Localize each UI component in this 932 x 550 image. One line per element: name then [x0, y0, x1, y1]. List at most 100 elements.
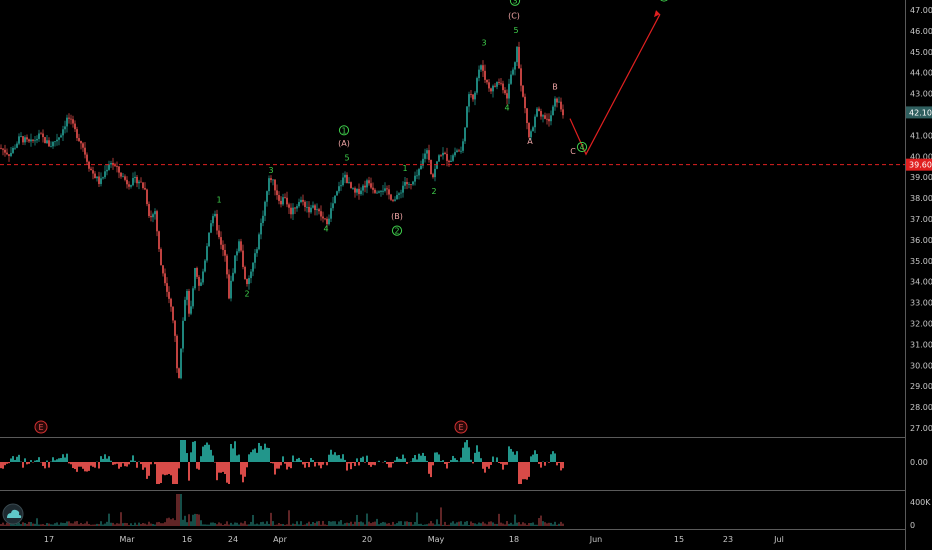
volume-bar: [62, 522, 64, 526]
candle-body: [86, 154, 88, 162]
price-tick-label: 35.00: [910, 257, 932, 266]
price-badges: 42.10 39.60: [906, 106, 932, 171]
price-tick-label: 30.00: [910, 361, 932, 370]
price-tick-label: 36.00: [910, 236, 932, 245]
volume-bar: [228, 524, 230, 526]
candle-body: [6, 152, 8, 155]
candle-body: [426, 150, 428, 154]
candle-body: [302, 199, 304, 202]
time-tick-label: 18: [509, 535, 519, 544]
price-tick-label: 38.00: [910, 194, 932, 203]
earnings-event-label: E: [38, 423, 43, 432]
candle-body: [414, 175, 416, 182]
forecast-path[interactable]: [569, 13, 661, 156]
volume-bar: [318, 521, 320, 526]
candle-body: [380, 191, 382, 192]
candle-body: [264, 201, 266, 216]
volume-bar: [382, 521, 384, 526]
candle-body: [306, 206, 308, 208]
oscillator-bar: [158, 462, 160, 484]
candle-body: [450, 160, 452, 162]
price-axis[interactable]: 47.0046.0045.0044.0043.0042.0041.0040.00…: [910, 6, 932, 433]
candle-body: [42, 133, 44, 138]
earnings-event-marker[interactable]: [454, 420, 468, 434]
earnings-event-marker[interactable]: [34, 420, 48, 434]
oscillator-bar: [354, 462, 356, 467]
oscillator-bar: [68, 462, 70, 464]
volume-bar: [372, 522, 374, 526]
candle-body: [420, 165, 422, 170]
oscillator-bar: [462, 447, 464, 462]
oscillator-bar: [260, 445, 262, 462]
candle-body: [472, 94, 474, 100]
oscillator-bar: [166, 462, 168, 475]
oscillator-bar: [244, 462, 246, 477]
volume-bar: [174, 520, 176, 526]
volume-bar: [278, 523, 280, 526]
oscillator-bar: [98, 462, 100, 469]
oscillator-bar: [178, 462, 180, 469]
candle-body: [18, 136, 20, 144]
oscillator-bar: [454, 458, 456, 462]
oscillator-bar: [286, 462, 288, 470]
candle-body: [188, 290, 190, 314]
candle-body: [464, 127, 466, 142]
oscillator-bar: [470, 459, 472, 462]
oscillator-bar: [504, 462, 506, 465]
candle-body: [78, 138, 80, 141]
oscillator-bar: [312, 460, 314, 462]
volume-bar: [404, 521, 406, 526]
volume-bar: [66, 521, 68, 526]
candle-body: [540, 111, 542, 117]
volume-bar: [80, 522, 82, 526]
candle-body: [70, 118, 72, 120]
volume-bar: [24, 523, 26, 526]
candle-body: [310, 207, 312, 213]
oscillator-bar: [310, 457, 312, 462]
candle-body: [382, 190, 384, 192]
candle-body: [262, 215, 264, 223]
volume-bar: [216, 524, 218, 526]
oscillator-bar: [216, 462, 218, 481]
oscillator-bar: [34, 460, 36, 462]
candle-body: [214, 213, 216, 217]
volume-bar: [344, 523, 346, 526]
candle-body: [128, 184, 130, 187]
candle-body: [212, 216, 214, 224]
oscillator-bar: [514, 454, 516, 462]
volume-bar: [274, 524, 276, 526]
volume-bar: [46, 523, 48, 526]
oscillator-bar: [82, 462, 84, 469]
oscillator-bar: [236, 455, 238, 462]
time-tick-label: Jul: [773, 535, 784, 544]
oscillator-bar: [196, 462, 198, 469]
oscillator-bar: [378, 460, 380, 462]
volume-bar: [522, 522, 524, 526]
volume-bar: [200, 520, 202, 526]
volume-bar: [98, 524, 100, 526]
oscillator-bar: [176, 462, 178, 484]
candle-body: [120, 172, 122, 177]
volume-bar: [298, 524, 300, 526]
candle-body: [236, 251, 238, 256]
volume-bar: [222, 524, 224, 526]
oscillator-bar: [400, 458, 402, 462]
candle-body: [40, 133, 42, 135]
logo[interactable]: [2, 503, 24, 525]
volume-bar: [446, 524, 448, 526]
oscillator-bar: [16, 456, 18, 462]
volume-bar: [114, 524, 116, 526]
candle-body: [76, 129, 78, 139]
candle-body: [196, 267, 198, 277]
volume-bar: [220, 523, 222, 526]
oscillator-bar: [282, 456, 284, 462]
time-axis[interactable]: 17 Mar 16 24 Apr 20 May 18 Jun 15 23 Jul: [44, 535, 784, 544]
oscillator-bar: [534, 450, 536, 462]
volume-bar: [296, 521, 298, 526]
candle-body: [202, 271, 204, 283]
oscillator-bar: [530, 456, 532, 462]
